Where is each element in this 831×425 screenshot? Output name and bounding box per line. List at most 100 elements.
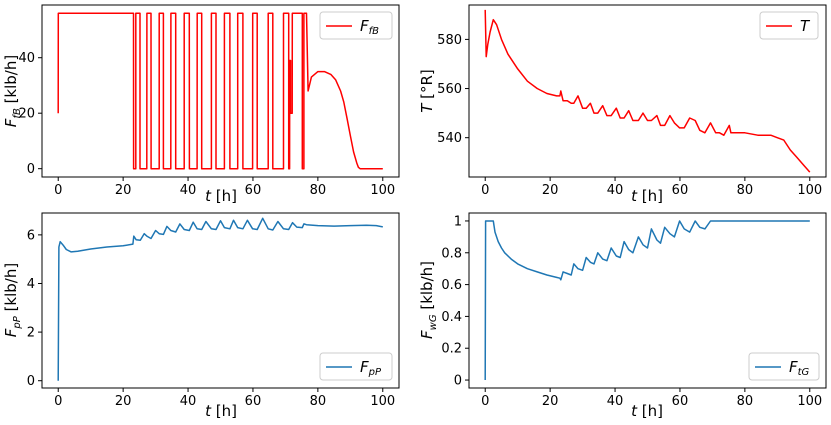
x-tick-label: 20 xyxy=(115,183,132,198)
x-tick-label: 20 xyxy=(115,394,132,409)
legend-box xyxy=(319,11,393,40)
panel-fb: 0 20 40 60 80 100 0 20 40 t [h] FfB [klb/h] FfB xyxy=(2,4,400,205)
y-axis-sub: pP xyxy=(12,315,23,329)
x-tick-label: 20 xyxy=(542,394,559,409)
legend-box xyxy=(748,352,820,381)
panel-fpp: 0 20 40 60 80 100 0 2 4 6 t [h] FpP [klb/h] FpP xyxy=(2,212,400,420)
x-tick-label: 0 xyxy=(54,394,62,409)
y-tick-label: 0 xyxy=(454,374,462,389)
plot-frame xyxy=(41,212,400,389)
y-axis-sub: fB xyxy=(12,108,23,119)
x-axis-var: t xyxy=(205,187,212,205)
x-tick-label: 80 xyxy=(310,183,327,198)
plot-frame xyxy=(41,4,400,178)
y-axis-unit: [klb/h] xyxy=(2,263,20,316)
x-tick-label: 80 xyxy=(737,183,754,198)
y-tick-label: 560 xyxy=(437,82,462,97)
x-ticks: 0 20 40 60 80 100 xyxy=(54,388,395,409)
plot-frame xyxy=(468,212,827,389)
y-ticks: 0 20 40 xyxy=(18,51,42,177)
y-tick-label: 0.6 xyxy=(441,278,462,293)
y-tick-label: 0 xyxy=(27,162,35,177)
x-axis-label: t [h] xyxy=(205,402,237,420)
x-axis-label: t [h] xyxy=(631,402,663,420)
series-group xyxy=(484,220,810,381)
y-axis-label: FfB [klb/h] xyxy=(2,55,23,127)
legend-label: T xyxy=(800,17,811,35)
x-tick-label: 0 xyxy=(481,183,489,198)
y-axis-var: F xyxy=(2,328,20,337)
legend-var: F xyxy=(360,17,369,35)
x-tick-label: 0 xyxy=(481,394,489,409)
y-ticks: 540 560 580 xyxy=(437,33,469,146)
legend-sub: fB xyxy=(369,26,380,37)
legend-box xyxy=(319,352,393,381)
y-tick-label: 0.2 xyxy=(441,342,462,357)
x-tick-label: 40 xyxy=(180,183,197,198)
series-line xyxy=(484,9,811,173)
x-axis-label: t [h] xyxy=(205,187,237,205)
legend: FtG xyxy=(748,352,820,381)
x-axis-var: t xyxy=(205,402,212,420)
y-axis-var: T xyxy=(418,102,436,113)
y-tick-label: 40 xyxy=(18,51,35,66)
x-tick-label: 60 xyxy=(672,394,689,409)
x-tick-label: 60 xyxy=(245,394,262,409)
legend-sub: tG xyxy=(798,367,810,378)
x-axis-var: t xyxy=(631,402,638,420)
y-tick-label: 4 xyxy=(27,277,35,292)
x-tick-label: 100 xyxy=(370,394,395,409)
y-axis-unit: [klb/h] xyxy=(418,261,436,314)
y-tick-label: 540 xyxy=(437,131,462,146)
x-tick-label: 20 xyxy=(542,183,559,198)
y-axis-label: T [°R] xyxy=(418,69,436,113)
y-axis-var: F xyxy=(2,118,20,127)
legend-var: T xyxy=(800,17,811,35)
y-tick-label: 0.4 xyxy=(441,310,462,325)
x-ticks: 0 20 40 60 80 100 xyxy=(481,388,822,409)
x-tick-label: 0 xyxy=(54,183,62,198)
panel-fwg: 0 20 40 60 80 100 0 0.2 0.4 0.6 0.8 1 t [h] FwG [k… xyxy=(418,212,827,420)
y-tick-label: 2 xyxy=(27,326,35,341)
series-group xyxy=(57,12,383,170)
y-axis-label: FpP [klb/h] xyxy=(2,263,23,337)
y-tick-label: 20 xyxy=(18,107,35,122)
y-tick-label: 580 xyxy=(437,33,462,48)
x-axis-unit: [h] xyxy=(637,187,663,205)
x-axis-unit: [h] xyxy=(211,187,237,205)
y-ticks: 0 0.2 0.4 0.6 0.8 1 xyxy=(441,214,469,389)
legend: FpP xyxy=(319,352,393,381)
legend: T xyxy=(759,11,819,40)
x-axis-var: t xyxy=(631,187,638,205)
y-tick-label: 1 xyxy=(454,214,462,229)
x-tick-label: 100 xyxy=(797,183,822,198)
legend-label: FfB xyxy=(360,17,379,37)
legend: FfB xyxy=(319,11,393,40)
legend-var: F xyxy=(789,358,798,376)
legend-sub: pP xyxy=(368,367,382,378)
series-line xyxy=(484,220,810,381)
y-tick-label: 6 xyxy=(27,228,35,243)
legend-label: FtG xyxy=(789,358,810,378)
legend-var: F xyxy=(360,358,369,376)
plot-frame xyxy=(468,4,827,178)
series-line xyxy=(57,12,383,170)
x-tick-label: 40 xyxy=(607,394,624,409)
x-tick-label: 100 xyxy=(370,183,395,198)
y-tick-label: 0.8 xyxy=(441,246,462,261)
x-tick-label: 80 xyxy=(737,394,754,409)
y-tick-label: 0 xyxy=(27,374,35,389)
x-tick-label: 80 xyxy=(310,394,327,409)
series-group xyxy=(57,217,383,381)
series-group xyxy=(484,9,811,173)
x-tick-label: 40 xyxy=(180,394,197,409)
x-tick-label: 60 xyxy=(672,183,689,198)
x-tick-label: 100 xyxy=(797,394,822,409)
y-axis-var: F xyxy=(418,330,436,339)
x-tick-label: 60 xyxy=(245,183,262,198)
y-axis-unit: [°R] xyxy=(418,69,436,103)
x-axis-label: t [h] xyxy=(631,187,663,205)
x-axis-unit: [h] xyxy=(637,402,663,420)
y-ticks: 0 2 4 6 xyxy=(27,228,42,389)
